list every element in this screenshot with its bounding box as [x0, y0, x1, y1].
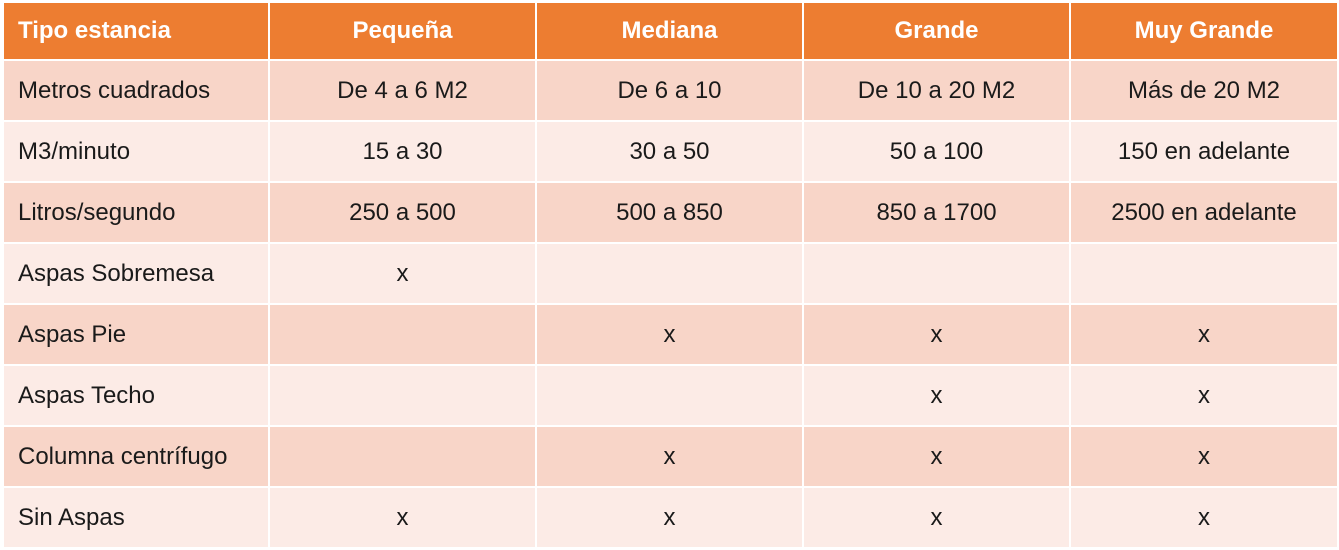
table-cell: 50 a 100 — [802, 120, 1071, 183]
table-cell — [268, 425, 537, 488]
table-cell: x — [802, 364, 1071, 427]
table-cell: x — [535, 486, 804, 549]
table-cell: x — [802, 425, 1071, 488]
table-cell: 30 a 50 — [535, 120, 804, 183]
row-label: M3/minuto — [2, 120, 270, 183]
table-cell: De 6 a 10 — [535, 59, 804, 122]
table-row: Metros cuadrados De 4 a 6 M2 De 6 a 10 D… — [2, 59, 1339, 122]
table-cell: x — [802, 486, 1071, 549]
table-cell: 850 a 1700 — [802, 181, 1071, 244]
table-cell: Más de 20 M2 — [1069, 59, 1339, 122]
table-cell — [802, 242, 1071, 305]
table-cell: x — [1069, 486, 1339, 549]
table-cell: De 4 a 6 M2 — [268, 59, 537, 122]
table-cell: x — [268, 242, 537, 305]
table-row: M3/minuto 15 a 30 30 a 50 50 a 100 150 e… — [2, 120, 1339, 183]
header-small: Pequeña — [268, 1, 537, 61]
row-label: Aspas Sobremesa — [2, 242, 270, 305]
header-very-large: Muy Grande — [1069, 1, 1339, 61]
table-cell: x — [268, 486, 537, 549]
header-room-type: Tipo estancia — [2, 1, 270, 61]
table-cell: x — [802, 303, 1071, 366]
row-label: Sin Aspas — [2, 486, 270, 549]
row-label: Aspas Pie — [2, 303, 270, 366]
table-cell: x — [1069, 425, 1339, 488]
row-label: Metros cuadrados — [2, 59, 270, 122]
table-cell: 2500 en adelante — [1069, 181, 1339, 244]
table-cell: x — [535, 303, 804, 366]
table-cell — [268, 364, 537, 427]
row-label: Litros/segundo — [2, 181, 270, 244]
table-cell: 500 a 850 — [535, 181, 804, 244]
table-cell: 15 a 30 — [268, 120, 537, 183]
table-row: Aspas Sobremesa x — [2, 242, 1339, 305]
table-cell: 250 a 500 — [268, 181, 537, 244]
table-row: Aspas Techo x x — [2, 364, 1339, 427]
table-cell: x — [535, 425, 804, 488]
table-row: Columna centrífugo x x x — [2, 425, 1339, 488]
table-cell: x — [1069, 303, 1339, 366]
table-cell — [1069, 242, 1339, 305]
table-cell: 150 en adelante — [1069, 120, 1339, 183]
table-cell: De 10 a 20 M2 — [802, 59, 1071, 122]
header-medium: Mediana — [535, 1, 804, 61]
table-cell: x — [1069, 364, 1339, 427]
table-cell — [268, 303, 537, 366]
table-row: Aspas Pie x x x — [2, 303, 1339, 366]
table-cell — [535, 364, 804, 427]
table-header-row: Tipo estancia Pequeña Mediana Grande Muy… — [2, 1, 1339, 61]
row-label: Columna centrífugo — [2, 425, 270, 488]
row-label: Aspas Techo — [2, 364, 270, 427]
header-large: Grande — [802, 1, 1071, 61]
table-row: Sin Aspas x x x x — [2, 486, 1339, 549]
table-row: Litros/segundo 250 a 500 500 a 850 850 a… — [2, 181, 1339, 244]
table-cell — [535, 242, 804, 305]
